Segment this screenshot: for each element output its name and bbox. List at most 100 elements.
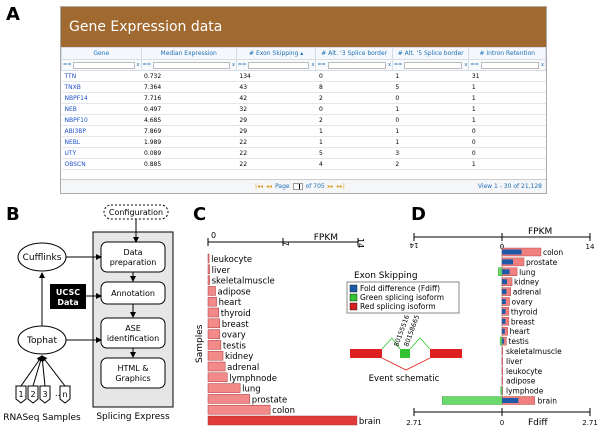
gene-link[interactable]: OBSCN [61,158,141,170]
table-row[interactable]: NEBL 1.989 22 1 1 0 [61,136,546,148]
legend-swatch [349,293,358,302]
prev-page-icon[interactable]: ◂◂ [266,183,273,190]
d-fdiff-bar [502,299,506,304]
c-bar [207,372,228,383]
column-header[interactable]: Gene [61,47,142,60]
d-bar-green [500,386,503,395]
c-bar [207,350,224,361]
filter-operator[interactable]: == [393,62,403,68]
filter-operator[interactable]: == [237,62,247,68]
filter-operator[interactable]: == [63,62,72,68]
c-bar-label: skeletalmuscle [212,277,275,287]
c-bar [207,275,210,285]
d-bar-label: lymphode [506,387,544,396]
first-page-icon[interactable]: |◂◂ [255,183,264,190]
column-header[interactable]: # Alt. '3 Splice border [315,47,393,60]
table-cell: 31 [468,70,546,82]
gene-link[interactable]: ABI3BP [61,125,141,137]
table-row[interactable]: NEB 0.497 32 0 1 1 [61,103,546,115]
table-cell: 1 [468,103,546,115]
gene-link[interactable]: TTN [61,70,141,82]
c-tick-label: 14 [356,238,365,248]
gene-link[interactable]: NEBL [61,136,141,148]
ucsc-label-2: Data [57,298,78,307]
table-cell: 5 [315,147,393,159]
chart-c: 0 7 14 FPKM leukocyteliverskeletalmuscleadi… [195,231,462,427]
pipeline-step-label: identification [107,334,159,343]
page-label: Page [275,183,290,190]
gene-link[interactable]: TNXB [61,81,141,93]
c-bar [207,264,210,275]
page-input[interactable] [292,183,303,190]
pipeline-step-label: Annotation [111,289,155,298]
table-cell: 1 [315,125,393,137]
filter-input[interactable] [73,61,135,69]
filter-input[interactable] [327,61,386,69]
panel-letter-c: C [193,204,207,225]
table-cell: 0 [468,136,546,148]
gene-link[interactable]: NEB [61,103,141,115]
table-cell: 1 [315,136,393,148]
legend-title: Exon Skipping [354,271,418,281]
c-bar [207,404,271,415]
table-cell: 7.364 [141,81,237,93]
d-bar-label: prostate [526,258,558,267]
pipeline-diagram: Configuration DatapreparationAnnotationA… [3,204,174,423]
gene-link[interactable]: NBPF14 [61,92,141,104]
ucsc-data-node [50,284,86,309]
table-cell: 22 [236,158,316,170]
filter-clear-icon[interactable]: x [541,62,544,68]
filter-input[interactable] [248,61,310,69]
chart-d: FPKM 14 0 14 colonprostatelungkidneyadrenalo… [406,227,598,428]
c-bar [207,307,219,318]
table-row[interactable]: NBPF10 4.685 29 2 0 1 [61,114,546,126]
d-bar [501,356,503,366]
legend-label: Fold difference (Fdiff) [360,284,440,293]
filter-input[interactable] [152,61,230,69]
table-cell: 29 [236,114,316,126]
pipeline-step-label: Graphics [115,374,150,383]
filter-clear-icon[interactable]: x [136,62,140,68]
column-filter: == x [140,59,237,71]
gene-link[interactable]: UTY [61,147,141,159]
exon-right [430,349,462,358]
last-page-icon[interactable]: ▸▸| [336,183,345,190]
filter-input[interactable] [480,61,540,69]
column-header[interactable]: # Exon Skipping ▴ [235,47,317,60]
table-row[interactable]: UTY 0.089 22 5 3 0 [61,147,546,159]
column-header[interactable]: # Alt. '5 Splice border [391,47,470,60]
table-cell: 42 [236,92,316,104]
table-row[interactable]: OBSCN 0.885 22 4 2 1 [61,158,546,170]
tophat-label: Tophat [26,336,57,346]
table-row[interactable]: ABI3BP 7.869 29 1 1 0 [61,125,546,137]
c-tick-label: 7 [281,241,290,246]
table-cell: 2 [315,114,393,126]
d-bar-green [499,336,503,346]
filter-operator[interactable]: == [142,62,151,68]
filter-clear-icon[interactable]: x [311,62,315,68]
table-cell: 0.885 [141,158,237,170]
d-bar-label: testis [508,337,528,346]
filter-operator[interactable]: == [317,62,326,68]
d-tick-label: 2.71 [406,419,422,427]
grid-title: Gene Expression data [61,7,546,47]
table-row[interactable]: TNXB 7.364 43 8 5 1 [61,81,546,93]
d-fdiff-bar [502,398,519,403]
table-cell: 1.989 [141,136,237,148]
column-header[interactable]: Median Expression [140,47,237,60]
gene-link[interactable]: NBPF10 [61,114,141,126]
d-fdiff-bar [502,249,522,255]
filter-operator[interactable]: == [470,62,479,68]
filter-clear-icon[interactable]: x [387,62,391,68]
filter-clear-icon[interactable]: x [464,62,468,68]
next-page-icon[interactable]: ▸▸ [327,183,334,190]
table-row[interactable]: TTN 0.732 134 0 1 31 [61,70,546,82]
junction [409,337,431,350]
d-bar-label: adipose [506,377,536,386]
d-bar-green [442,396,503,405]
table-row[interactable]: NBPF14 7.716 42 2 0 1 [61,92,546,104]
column-header[interactable]: # Intron Retention [468,47,546,60]
filter-input[interactable] [404,61,463,69]
column-filter: == x [61,59,142,71]
filter-clear-icon[interactable]: x [231,62,235,68]
